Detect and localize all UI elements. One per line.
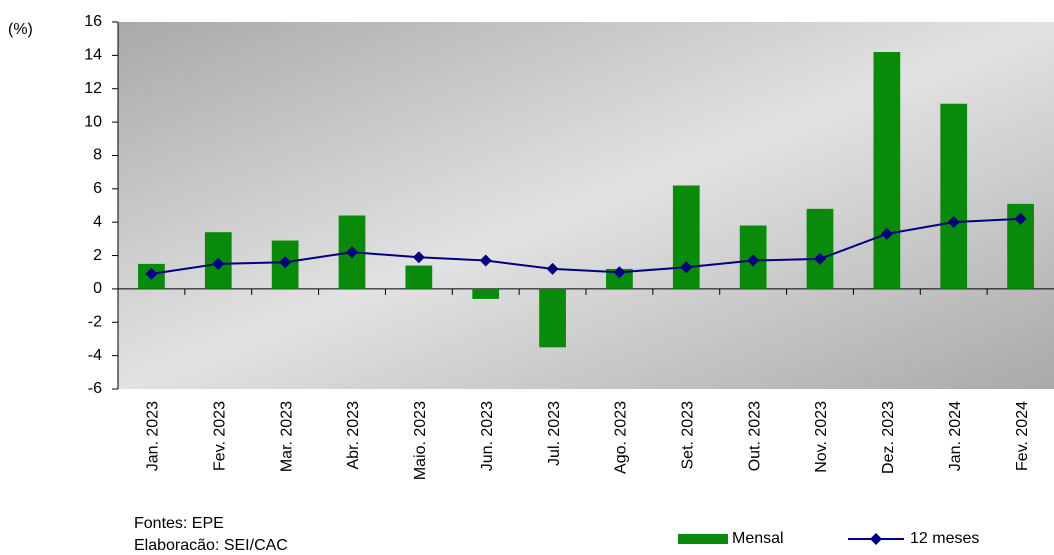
legend-label: 12 meses bbox=[910, 530, 979, 547]
line-marker bbox=[880, 227, 893, 240]
plot-area bbox=[118, 22, 1054, 389]
x-tick-label: Set. 2023 bbox=[680, 401, 697, 470]
bar bbox=[672, 185, 700, 289]
x-tick-label: Ago. 2023 bbox=[613, 401, 630, 474]
x-tick-label: Fev. 2023 bbox=[212, 401, 229, 471]
line-marker bbox=[412, 251, 425, 264]
x-tick-label: Abr. 2023 bbox=[345, 401, 362, 470]
line-marker bbox=[145, 267, 158, 280]
line-marker bbox=[1014, 212, 1027, 225]
x-tick-label: Mar. 2023 bbox=[278, 401, 295, 472]
y-tick-label: 0 bbox=[93, 280, 102, 297]
line-marker bbox=[680, 261, 693, 274]
bar bbox=[940, 103, 968, 289]
x-tick-label: Fev. 2024 bbox=[1014, 401, 1031, 471]
bar bbox=[873, 52, 901, 289]
x-tick-label: Nov. 2023 bbox=[813, 401, 830, 473]
bar bbox=[806, 208, 834, 289]
line-marker bbox=[546, 262, 559, 275]
x-tick-label: Jun. 2023 bbox=[479, 401, 496, 471]
y-tick-label: 12 bbox=[84, 80, 102, 97]
bar bbox=[405, 265, 433, 289]
x-tick-label: Jan. 2023 bbox=[145, 401, 162, 471]
legend-swatch bbox=[678, 534, 728, 544]
y-tick-label: -6 bbox=[88, 380, 102, 397]
line bbox=[151, 217, 1021, 275]
line-marker bbox=[814, 252, 826, 265]
y-tick-label: 16 bbox=[84, 13, 102, 30]
source-note: Elaboracão: SEI/CAC bbox=[134, 537, 288, 554]
y-tick-label: 2 bbox=[93, 247, 102, 264]
line-marker bbox=[747, 254, 760, 267]
legend-label: Mensal bbox=[732, 530, 784, 547]
x-tick-label: Jul. 2023 bbox=[546, 401, 563, 466]
bar bbox=[606, 268, 633, 289]
y-tick-label: 4 bbox=[93, 213, 102, 230]
line-marker bbox=[479, 254, 492, 267]
x-tick-label: Dez. 2023 bbox=[880, 401, 897, 474]
x-tick-label: Maio. 2023 bbox=[412, 401, 429, 480]
line-marker bbox=[212, 257, 225, 270]
line-marker bbox=[947, 216, 960, 229]
y-tick-label: -2 bbox=[88, 313, 102, 330]
line-marker bbox=[613, 266, 626, 279]
y-tick-label: -4 bbox=[88, 347, 102, 364]
bar bbox=[539, 288, 566, 348]
y-tick-label: 6 bbox=[93, 180, 102, 197]
bar bbox=[472, 288, 500, 299]
x-tick-label: Out. 2023 bbox=[746, 401, 763, 471]
y-axis-label: (%) bbox=[8, 21, 33, 38]
legend-swatch bbox=[870, 533, 882, 545]
line-marker bbox=[279, 256, 292, 269]
y-tick-label: 10 bbox=[84, 113, 102, 130]
y-tick-label: 8 bbox=[93, 147, 102, 164]
x-tick-label: Jan. 2024 bbox=[947, 401, 964, 471]
y-tick-label: 14 bbox=[84, 47, 102, 64]
line-marker bbox=[346, 246, 358, 259]
source-note: Fontes: EPE bbox=[134, 515, 224, 532]
